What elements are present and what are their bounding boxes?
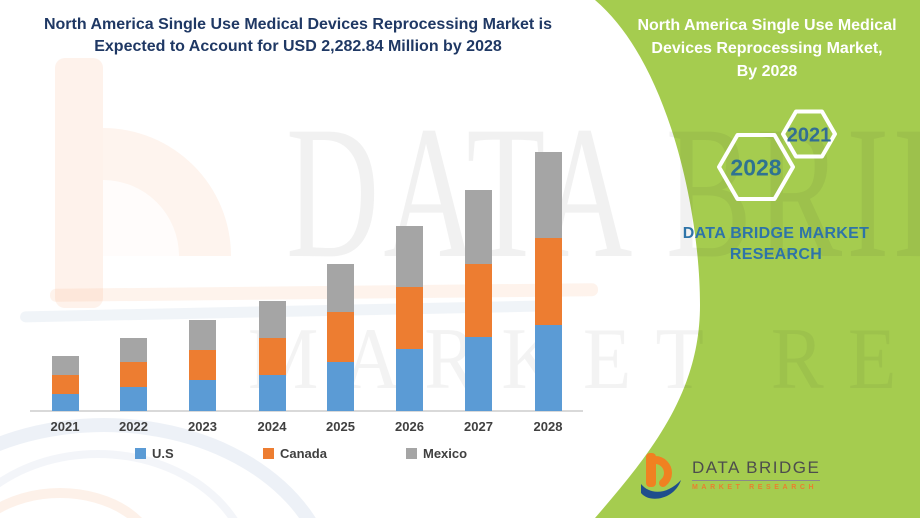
brand-text: DATA BRIDGE MARKET RESEARCH: [638, 224, 914, 266]
hexagon-2028-icon: [717, 133, 795, 201]
bar-stack-2026: [396, 226, 423, 411]
x-axis-label-2027: 2027: [464, 419, 493, 434]
bar-segment-2023-us: [189, 380, 216, 411]
bar-stack-2023: [189, 320, 216, 411]
bar-segment-2025-canada: [327, 312, 354, 362]
bar-segment-2025-mexico: [327, 264, 354, 312]
bar-segment-2028-us: [534, 325, 562, 411]
bar-segment-2027-us: [465, 337, 492, 411]
page-title-line2: Expected to Account for USD 2,282.84 Mil…: [94, 37, 502, 55]
bar-stack-2028: [534, 152, 562, 411]
bar-stack-2021: [51, 356, 79, 411]
green-panel-title-line3: By 2028: [736, 63, 798, 81]
bar-stack-2022: [120, 338, 147, 411]
green-panel-title: North America Single Use Medical Devices…: [622, 14, 912, 84]
x-axis-label-2021: 2021: [50, 419, 80, 434]
bar-segment-2024-canada: [258, 338, 286, 375]
bar-segment-2023-canada: [189, 350, 216, 380]
logo-wordmark: DATA BRIDGE: [692, 459, 821, 481]
bar-segment-2023-mexico: [189, 320, 216, 350]
logo-subtext: MARKET RESEARCH: [692, 484, 818, 491]
bar-segment-2021-us: [51, 394, 79, 411]
x-axis-label-2024: 2024: [257, 419, 287, 434]
bar-segment-2026-mexico: [396, 226, 423, 287]
bar-segment-2024-mexico: [258, 301, 286, 338]
logo-textblock: DATA BRIDGE MARKET RESEARCH: [692, 459, 821, 491]
bar-segment-2027-mexico: [465, 190, 492, 264]
legend-swatch-mexico: [406, 448, 417, 459]
hexagon-2028-label: 2028: [730, 155, 781, 181]
x-axis-label-2025: 2025: [326, 419, 355, 434]
x-axis-line: [30, 410, 583, 412]
bar-segment-2021-canada: [51, 375, 79, 394]
bar-segment-2028-mexico: [534, 152, 562, 238]
bar-segment-2021-mexico: [51, 356, 79, 375]
bar-segment-2022-mexico: [120, 338, 147, 362]
legend-label-us: U.S: [152, 446, 174, 461]
year-hexagons: 2021 2028: [717, 109, 837, 201]
hexagon-2021-label: 2021: [787, 125, 832, 147]
page-title-line1: North America Single Use Medical Devices…: [43, 16, 553, 33]
bar-segment-2026-us: [396, 349, 423, 411]
footer-logo: DATA BRIDGE MARKET RESEARCH: [640, 451, 821, 501]
bar-stack-2025: [327, 264, 354, 411]
legend-item-canada: Canada: [263, 446, 327, 461]
x-axis-label-2022: 2022: [119, 419, 148, 434]
bar-stack-2024: [258, 301, 286, 411]
brand-text-line2: RESEARCH: [729, 245, 823, 263]
data-bridge-logo-icon: [641, 453, 681, 499]
brand-text-line1: DATA BRIDGE MARKET: [682, 225, 870, 242]
hexagon-2021-icon: [781, 109, 837, 159]
legend-label-canada: Canada: [280, 446, 327, 461]
green-panel-title-line2: Devices Reprocessing Market,: [651, 40, 883, 58]
green-panel-title-line1: North America Single Use Medical: [637, 17, 897, 34]
bar-segment-2026-canada: [396, 287, 423, 349]
bar-segment-2024-us: [258, 375, 286, 411]
legend-swatch-us: [135, 448, 146, 459]
green-panel-path: [595, 0, 920, 518]
legend-label-mexico: Mexico: [423, 446, 468, 461]
x-axis-label-2026: 2026: [395, 419, 424, 434]
bar-stack-2027: [465, 190, 492, 411]
bar-segment-2025-us: [327, 362, 354, 411]
bar-segment-2022-canada: [120, 362, 147, 387]
x-axis-label-2023: 2023: [188, 419, 217, 434]
legend-item-mexico: Mexico: [406, 446, 467, 461]
page-title: North America Single Use Medical Devices…: [18, 14, 578, 57]
bar-segment-2022-us: [120, 387, 147, 411]
legend-item-us: U.S: [135, 446, 174, 461]
x-axis-label-2028: 2028: [533, 419, 563, 434]
bar-segment-2028-canada: [534, 238, 562, 325]
legend-swatch-canada: [263, 448, 274, 459]
bar-segment-2027-canada: [465, 264, 492, 337]
